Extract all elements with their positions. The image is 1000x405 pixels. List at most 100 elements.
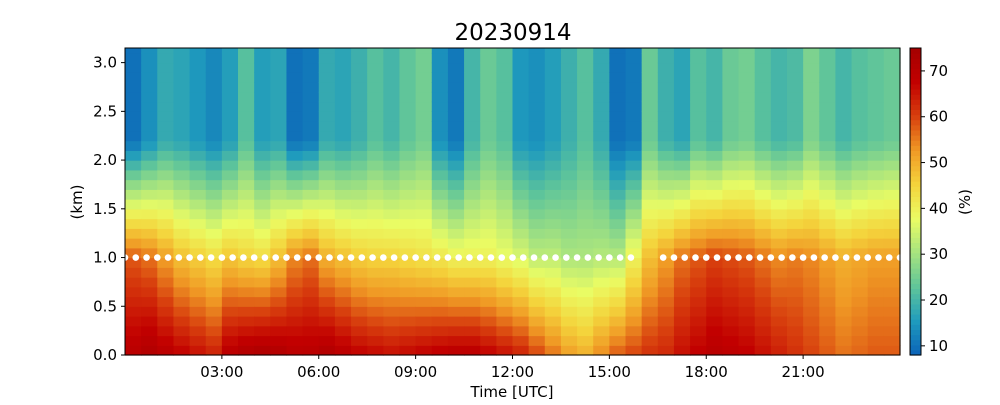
colorbar-segment: [910, 165, 921, 172]
heatmap-cell: [673, 286, 691, 298]
colorbar-segment: [910, 232, 921, 238]
heatmap-cell: [351, 189, 368, 200]
heatmap-cell: [431, 257, 449, 268]
heatmap-cell: [641, 121, 659, 132]
heatmap-cell: [722, 150, 740, 161]
heatmap-cell: [786, 130, 804, 142]
heatmap-cell: [464, 208, 481, 220]
heatmap-cell: [544, 111, 562, 122]
heatmap-cell: [334, 169, 352, 181]
heatmap-cell: [835, 179, 853, 190]
heatmap-cell: [431, 267, 449, 278]
heatmap-cell: [480, 91, 497, 103]
heatmap-cell: [722, 91, 740, 103]
marker-dot: [789, 254, 796, 261]
heatmap-cell: [867, 189, 885, 200]
marker-dot: [498, 254, 506, 261]
heatmap-cell: [318, 218, 336, 229]
heatmap-cell: [383, 169, 401, 181]
heatmap-cell: [447, 169, 465, 181]
heatmap-cell: [334, 267, 352, 278]
heatmap-cell: [141, 91, 158, 103]
heatmap-cell: [415, 91, 433, 103]
heatmap-cell: [851, 91, 869, 103]
heatmap-cell: [770, 91, 788, 103]
heatmap-cell: [641, 345, 659, 356]
heatmap-cell: [157, 72, 175, 83]
heatmap-cell: [706, 325, 723, 337]
heatmap-cell: [722, 286, 740, 298]
heatmap-cell: [431, 48, 449, 54]
heatmap-cell: [803, 257, 820, 268]
heatmap-cell: [415, 169, 433, 181]
heatmap-cell: [722, 48, 740, 54]
heatmap-cell: [738, 82, 756, 93]
heatmap-cell: [205, 238, 223, 249]
heatmap-cell: [447, 160, 465, 171]
heatmap-cell: [754, 101, 772, 112]
marker-dot: [175, 254, 183, 261]
heatmap-cell: [577, 169, 594, 181]
heatmap-cell: [609, 130, 627, 142]
heatmap-cell: [189, 267, 207, 278]
heatmap-cell: [786, 277, 804, 288]
heatmap-cell: [125, 62, 142, 73]
colorbar-tick-label: 20: [929, 291, 948, 309]
heatmap-cell: [657, 345, 675, 356]
colorbar-segment: [910, 140, 921, 146]
heatmap-cell: [367, 91, 384, 103]
heatmap-cell: [657, 169, 675, 181]
heatmap-cell: [528, 130, 546, 142]
heatmap-cell: [480, 111, 497, 122]
heatmap-cell: [657, 325, 675, 337]
heatmap-cell: [399, 316, 417, 327]
heatmap-cell: [706, 335, 723, 346]
heatmap-cell: [270, 325, 288, 337]
heatmap-cell: [544, 228, 562, 239]
heatmap-cell: [173, 82, 191, 93]
heatmap-cell: [722, 199, 740, 210]
heatmap-cell: [254, 247, 271, 259]
heatmap-cell: [512, 228, 530, 239]
heatmap-cell: [883, 199, 901, 210]
heatmap-cell: [754, 218, 772, 229]
heatmap-cell: [722, 257, 740, 268]
heatmap-cell: [544, 345, 562, 356]
heatmap-cell: [367, 62, 384, 73]
heatmap-cell: [480, 160, 497, 171]
heatmap-cell: [221, 52, 239, 64]
heatmap-cell: [609, 238, 627, 249]
heatmap-cell: [625, 296, 643, 307]
heatmap-cell: [157, 62, 175, 73]
heatmap-cell: [254, 189, 271, 200]
heatmap-cell: [673, 247, 691, 259]
heatmap-cell: [544, 48, 562, 54]
heatmap-cell: [835, 130, 853, 142]
heatmap-cell: [786, 72, 804, 83]
heatmap-cell: [221, 150, 239, 161]
heatmap-cell: [447, 316, 465, 327]
heatmap-cell: [125, 228, 142, 239]
heatmap-cell: [835, 247, 853, 259]
heatmap-cell: [512, 72, 530, 83]
heatmap-cell: [286, 52, 304, 64]
marker-dot: [563, 254, 570, 261]
heatmap-cell: [125, 160, 142, 171]
heatmap-cell: [205, 150, 223, 161]
heatmap-cell: [754, 82, 772, 93]
heatmap-cell: [754, 111, 772, 122]
heatmap-cell: [738, 335, 756, 346]
heatmap-cell: [318, 52, 336, 64]
heatmap-cell: [415, 189, 433, 200]
heatmap-cell: [496, 101, 514, 112]
heatmap-cell: [383, 228, 401, 239]
heatmap-cell: [754, 48, 772, 54]
heatmap-cell: [480, 72, 497, 83]
heatmap-cell: [835, 199, 853, 210]
heatmap-cell: [173, 121, 191, 132]
heatmap-cell: [609, 150, 627, 161]
colorbar-segment: [910, 319, 921, 325]
heatmap-cell: [738, 296, 756, 307]
heatmap-cell: [496, 130, 514, 142]
heatmap-cell: [657, 91, 675, 103]
